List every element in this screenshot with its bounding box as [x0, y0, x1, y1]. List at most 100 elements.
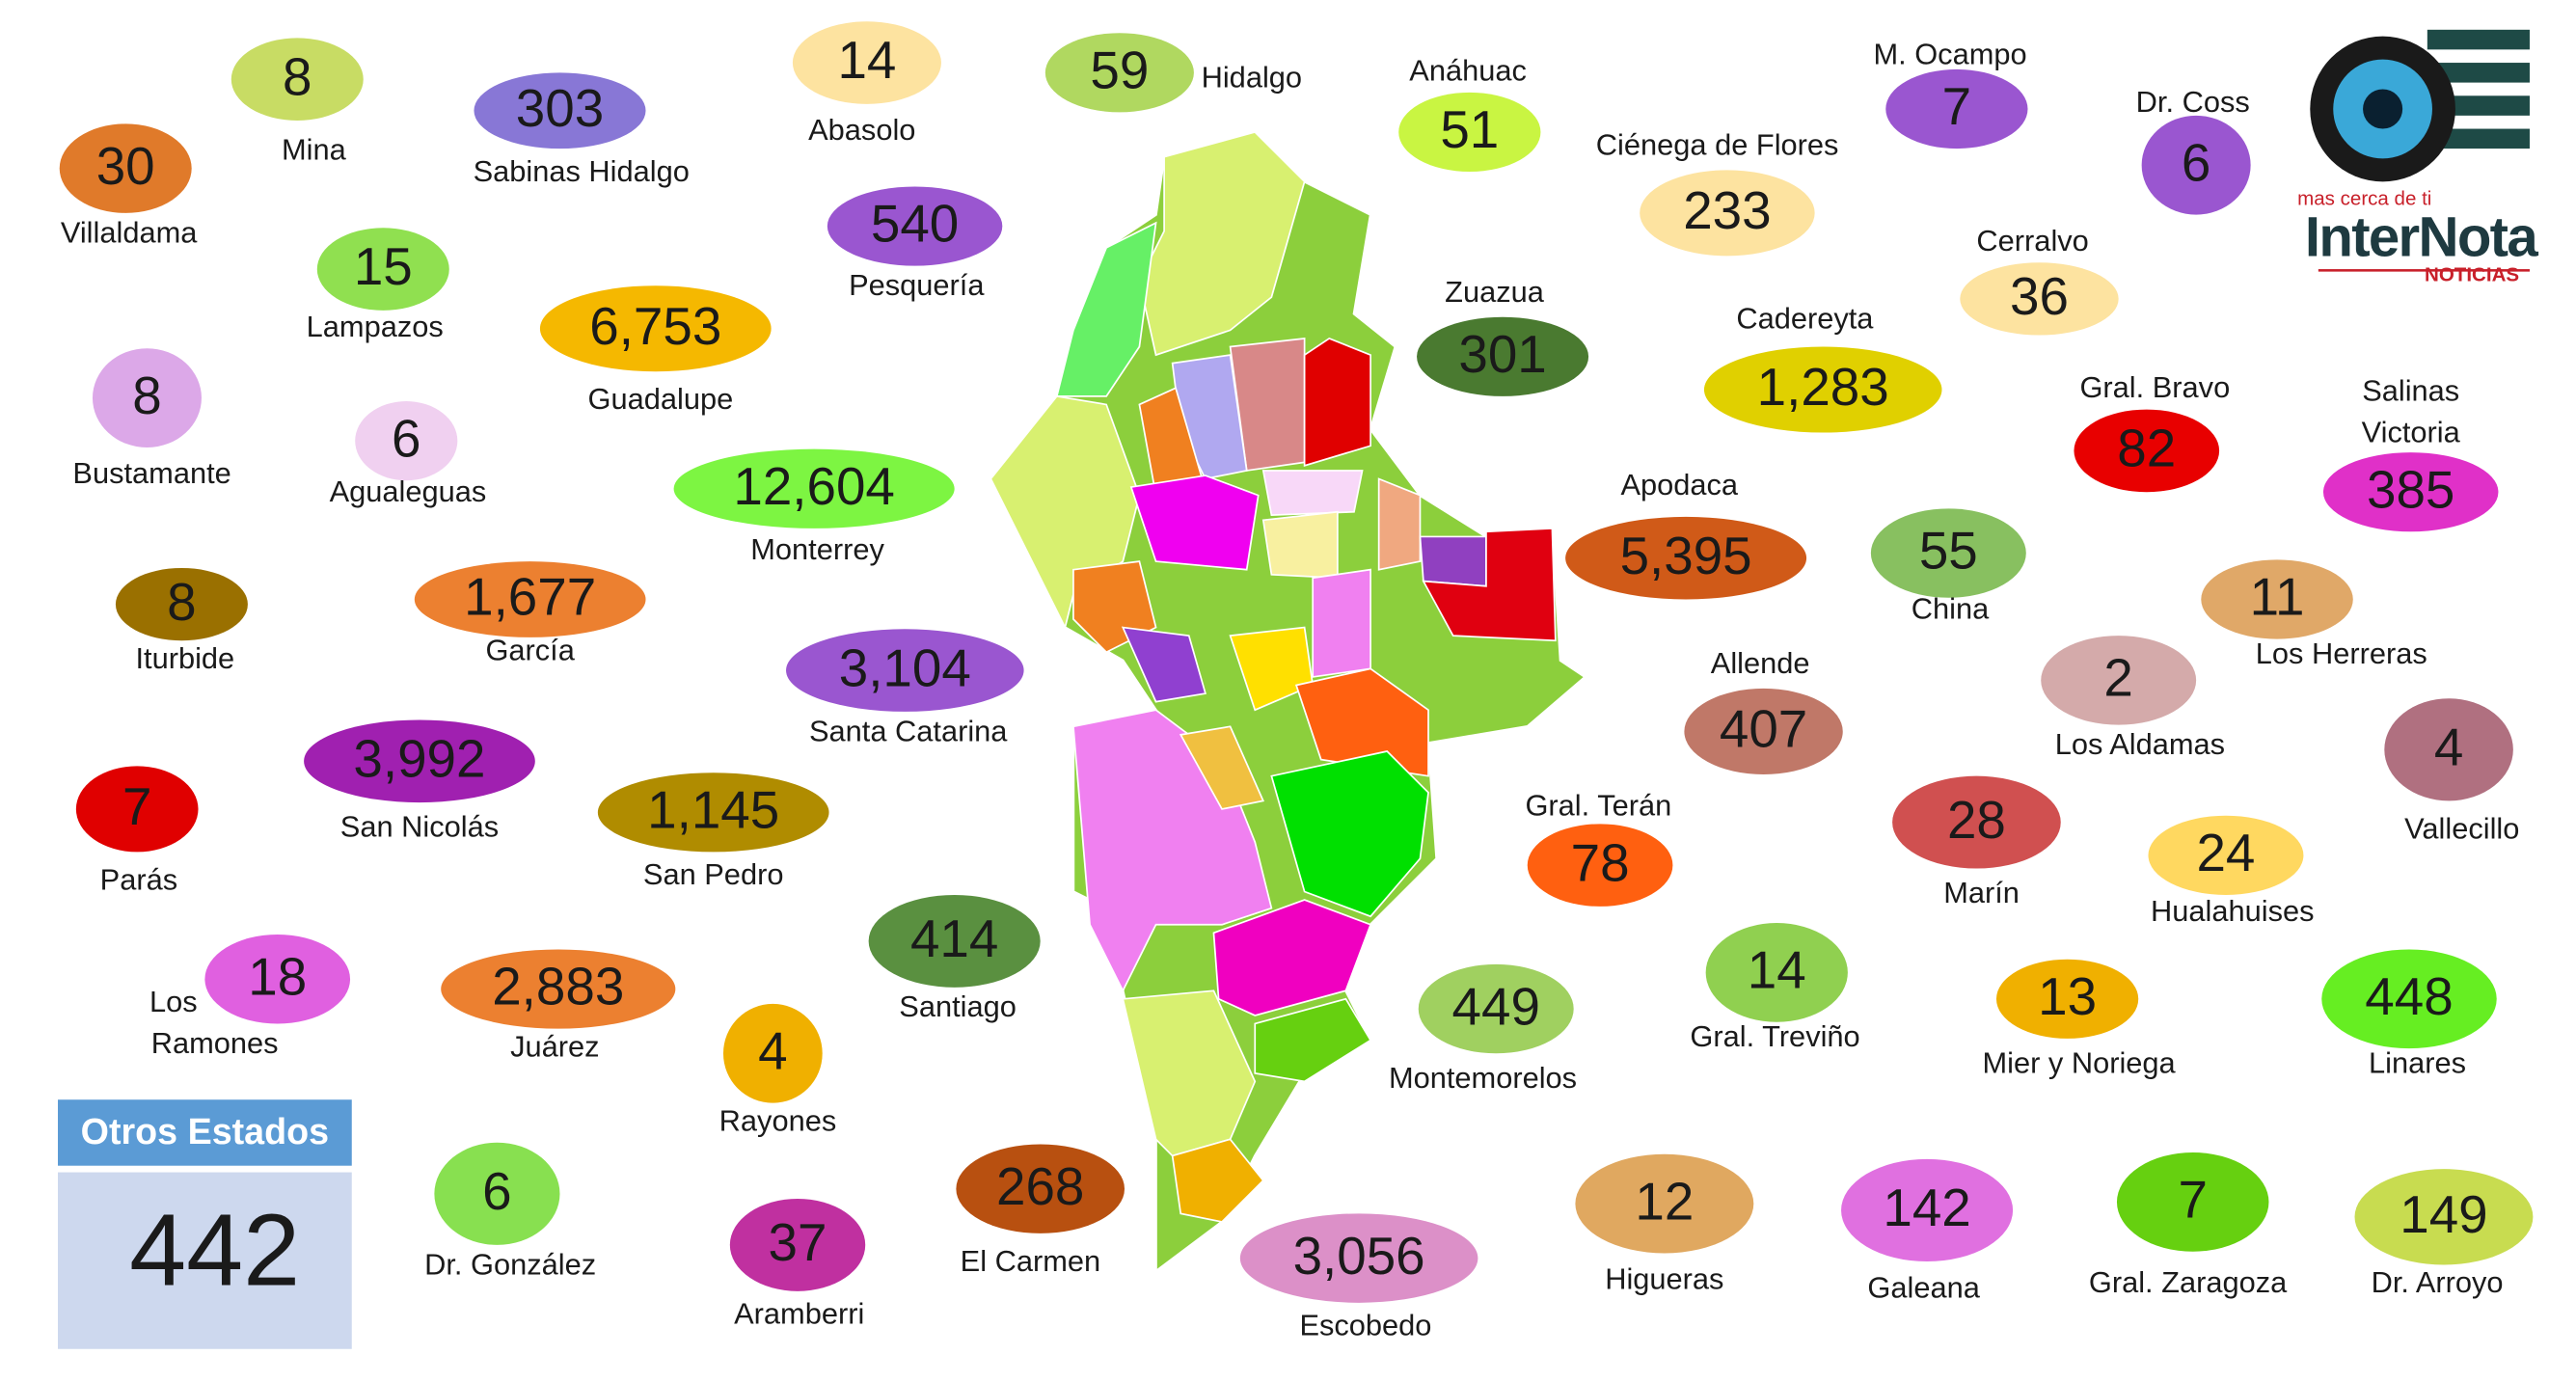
municipality: 6 Dr. Coss: [2136, 85, 2251, 215]
logo-subname: NOTICIAS: [2425, 263, 2519, 285]
municipality: 8 Bustamante: [72, 348, 231, 490]
case-count: 6: [482, 1161, 511, 1221]
municipality: 301 Zuazua: [1417, 275, 1589, 396]
municipality-name: Vallecillo: [2404, 811, 2519, 845]
municipality-name: Higueras: [1605, 1262, 1723, 1296]
count-bubble: [2141, 115, 2251, 215]
count-bubble: [792, 21, 941, 104]
municipality-name: Hidalgo: [1202, 60, 1302, 94]
municipality: 59 Hidalgo: [1044, 33, 1302, 113]
municipality-name: Allende: [1711, 646, 1810, 680]
count-bubble: [729, 1198, 866, 1291]
map-region: [1138, 131, 1306, 357]
count-bubble: [474, 72, 646, 149]
count-bubble: [2148, 815, 2304, 895]
municipality-list: 8 Mina 303 Sabinas Hidalgo 14 Abasolo 59 Hidalg…: [59, 21, 2534, 1342]
count-bubble: [1960, 262, 2119, 336]
municipality-name: Escobedo: [1299, 1309, 1431, 1342]
count-bubble: [539, 285, 772, 372]
count-bubble: [2074, 409, 2220, 493]
count-bubble: [1565, 516, 1807, 600]
count-bubble: [2322, 452, 2499, 532]
case-count: 6: [2182, 132, 2210, 192]
case-count: 12,604: [733, 456, 895, 516]
case-count: 540: [871, 194, 959, 254]
municipality-name: Sabinas Hidalgo: [474, 154, 690, 188]
count-bubble: [1870, 508, 2026, 598]
map-region: [1129, 474, 1260, 571]
case-count: 7: [122, 776, 151, 836]
municipality: 3,104 Santa Catarina: [786, 629, 1024, 747]
count-bubble: [2354, 1169, 2534, 1265]
map-region: [1312, 568, 1371, 678]
municipality-name: Dr. González: [424, 1247, 596, 1281]
municipality: 37 Aramberri: [729, 1198, 866, 1331]
case-count: 8: [283, 46, 312, 106]
count-bubble: [304, 719, 535, 803]
municipality-name: Galeana: [1867, 1270, 1980, 1304]
case-count: 1,145: [647, 780, 779, 840]
count-bubble: [1703, 346, 1942, 433]
municipality-name: Agualeguas: [330, 474, 487, 508]
case-count: 55: [1919, 521, 1978, 581]
municipality-name: San Nicolás: [340, 810, 499, 844]
municipality-name: Anáhuac: [1409, 53, 1527, 87]
municipality: 13 Mier y Noriega: [1982, 959, 2177, 1079]
count-bubble: [1575, 1153, 1754, 1254]
municipality-name: Gral. Zaragoza: [2089, 1265, 2288, 1299]
case-count: 142: [1883, 1178, 1970, 1237]
municipality-name: Pesquería: [849, 268, 985, 302]
municipality-name: Ramones: [151, 1026, 279, 1060]
municipality: 6,753 Guadalupe: [539, 285, 772, 416]
case-count: 18: [248, 946, 307, 1006]
logo-stripe: [2427, 29, 2530, 50]
municipality-name: Iturbide: [135, 641, 234, 675]
count-bubble: [1398, 92, 1541, 173]
map-region: [1121, 626, 1207, 703]
count-bubble: [441, 949, 676, 1029]
count-bubble: [597, 772, 829, 853]
count-bubble: [1417, 316, 1589, 396]
count-bubble: [2041, 636, 2197, 725]
municipality-name: Victoria: [2362, 415, 2461, 448]
count-bubble: [1841, 1158, 2014, 1262]
count-bubble: [2384, 698, 2513, 801]
count-bubble: [434, 1142, 560, 1245]
other-states: Otros Estados 442: [58, 1099, 352, 1349]
municipality-name: Cerralvo: [1976, 224, 2088, 257]
state-map: [989, 130, 1587, 1274]
count-bubble: [355, 401, 458, 481]
map-region: [1261, 510, 1339, 580]
map-region: [1294, 667, 1429, 777]
case-count: 37: [769, 1212, 827, 1272]
case-count: 12: [1635, 1171, 1694, 1231]
municipality: 385 Salinas Victoria: [2322, 374, 2499, 532]
municipality-name: Apodaca: [1620, 468, 1738, 501]
municipality: 7 Parás: [75, 766, 199, 896]
municipality: 5,395 Apodaca: [1565, 468, 1807, 600]
map-region: [1179, 725, 1265, 810]
municipality-name: Cadereyta: [1736, 301, 1874, 335]
municipality: 414 Santiago: [868, 894, 1041, 1023]
municipality-name: Parás: [100, 862, 177, 896]
other-states-title: Otros Estados: [81, 1111, 329, 1152]
map-region: [1377, 477, 1422, 571]
municipality-name: Salinas: [2362, 374, 2459, 408]
count-bubble: [2201, 559, 2353, 639]
municipality-name: Gral. Treviño: [1690, 1019, 1859, 1053]
case-count: 449: [1452, 976, 1540, 1036]
case-count: 4: [758, 1020, 787, 1080]
municipality: 14 Abasolo: [792, 21, 941, 147]
count-bubble: [1527, 824, 1673, 907]
logo-stripe: [2427, 63, 2530, 83]
count-bubble: [1640, 170, 1815, 257]
case-count: 8: [132, 366, 161, 425]
case-count: 13: [2038, 966, 2097, 1026]
case-count: 4: [2434, 717, 2463, 776]
municipality: 4 Rayones: [719, 1003, 837, 1137]
case-count: 82: [2117, 419, 2176, 478]
municipality-name: Monterrey: [750, 532, 884, 566]
municipality-name: Los: [149, 985, 198, 1018]
municipality-name: Dr. Coss: [2136, 85, 2250, 119]
municipality-name: Rayones: [719, 1103, 837, 1137]
